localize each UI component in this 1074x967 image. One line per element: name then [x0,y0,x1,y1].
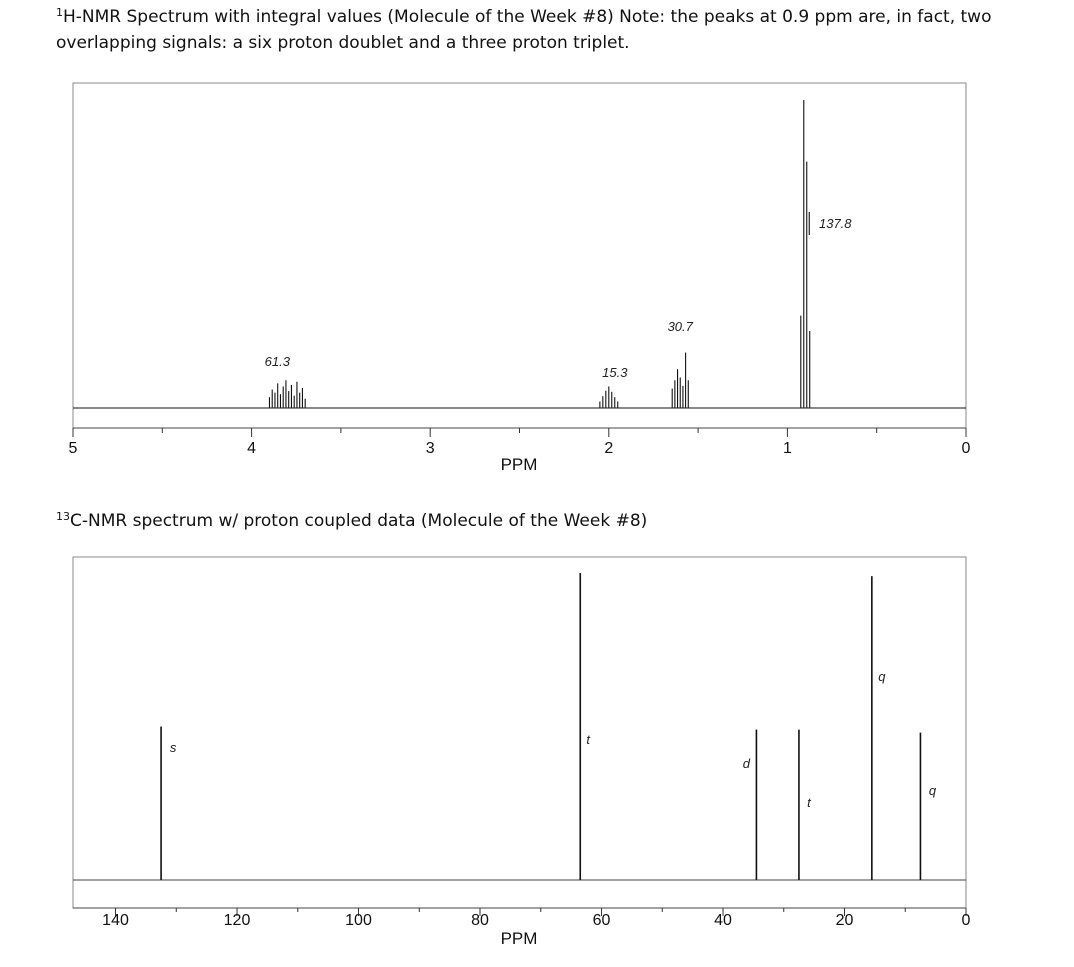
c-nmr-multiplicity-label: q [878,669,886,684]
h-nmr-tick-label: 4 [247,440,256,457]
h-nmr-integral-label: 30.7 [668,319,694,334]
h-nmr-integral-label: 137.8 [819,216,852,231]
h-nmr-tick-label: 1 [783,440,792,457]
c-nmr-multiplicity-label: q [929,783,937,798]
h-nmr-trace [73,100,966,409]
c-nmr-multiplicity-label: s [170,740,177,755]
h-nmr-integrals: 61.3 15.3 30.7 137.8 [265,212,852,380]
h-nmr-caption-text: H-NMR Spectrum with integral values (Mol… [56,7,992,53]
c-nmr-tick-label: 120 [224,912,251,929]
h-nmr-integral-label: 61.3 [265,354,291,369]
h-nmr-x-ticks: 5 4 3 2 1 0 [69,428,971,457]
c-nmr-peaks: s t d t q q [160,573,937,880]
c-nmr-plot-frame [72,556,967,909]
c-nmr-tick-label: 0 [962,912,971,929]
c-nmr-tick-label: 60 [593,912,611,929]
c-nmr-caption: 13C-NMR spectrum w/ proton coupled data … [56,508,647,534]
h-nmr-x-axis-label: PPM [501,455,538,474]
c-nmr-multiplicity-label: t [807,795,812,810]
h-nmr-caption: 1H-NMR Spectrum with integral values (Mo… [56,4,1016,56]
c-nmr-multiplicity-label: t [586,732,591,747]
c-nmr-multiplicity-label: d [743,756,751,771]
h-nmr-tick-label: 3 [426,440,435,457]
c-nmr-tick-label: 100 [345,912,372,929]
h-nmr-tick-label: 5 [69,440,78,457]
c-nmr-caption-text: C-NMR spectrum w/ proton coupled data (M… [70,511,648,531]
c-nmr-x-axis-label: PPM [501,929,538,948]
h-nmr-tick-label: 0 [962,440,971,457]
c-nmr-caption-superscript: 13 [56,510,70,523]
c-nmr-tick-label: 20 [836,912,854,929]
h-nmr-integral-label: 15.3 [602,365,628,380]
c-nmr-x-ticks: 140 120 100 80 60 40 20 0 [102,908,971,929]
c-nmr-tick-label: 40 [714,912,732,929]
h-nmr-caption-superscript: 1 [56,6,63,19]
h-nmr-tick-label: 2 [604,440,613,457]
c-nmr-tick-label: 80 [471,912,489,929]
h-nmr-spectrum-chart: 5 4 3 2 1 0 61.3 15.3 30.7 137.8 PPM [69,82,971,474]
c-nmr-tick-label: 140 [102,912,129,929]
